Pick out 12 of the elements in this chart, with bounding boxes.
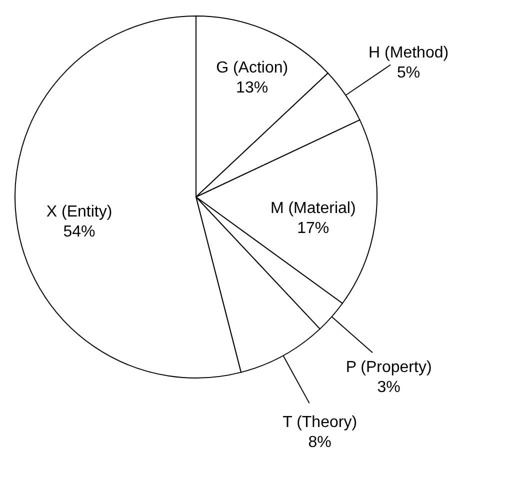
data-label: 54%: [63, 224, 96, 241]
data-label: 3%: [377, 378, 400, 396]
slice-label: G (Action): [216, 59, 288, 76]
slice-label: X (Entity): [46, 204, 112, 221]
slice-label: P (Property): [346, 358, 432, 376]
slice-label: H (Method): [368, 44, 449, 62]
slice-label: M (Material): [270, 200, 356, 218]
slice-label: T (Theory): [282, 414, 358, 432]
data-label: 17%: [297, 220, 330, 238]
data-label: 8%: [308, 434, 332, 452]
data-label: 13%: [236, 79, 268, 96]
data-label: 5%: [397, 64, 420, 82]
